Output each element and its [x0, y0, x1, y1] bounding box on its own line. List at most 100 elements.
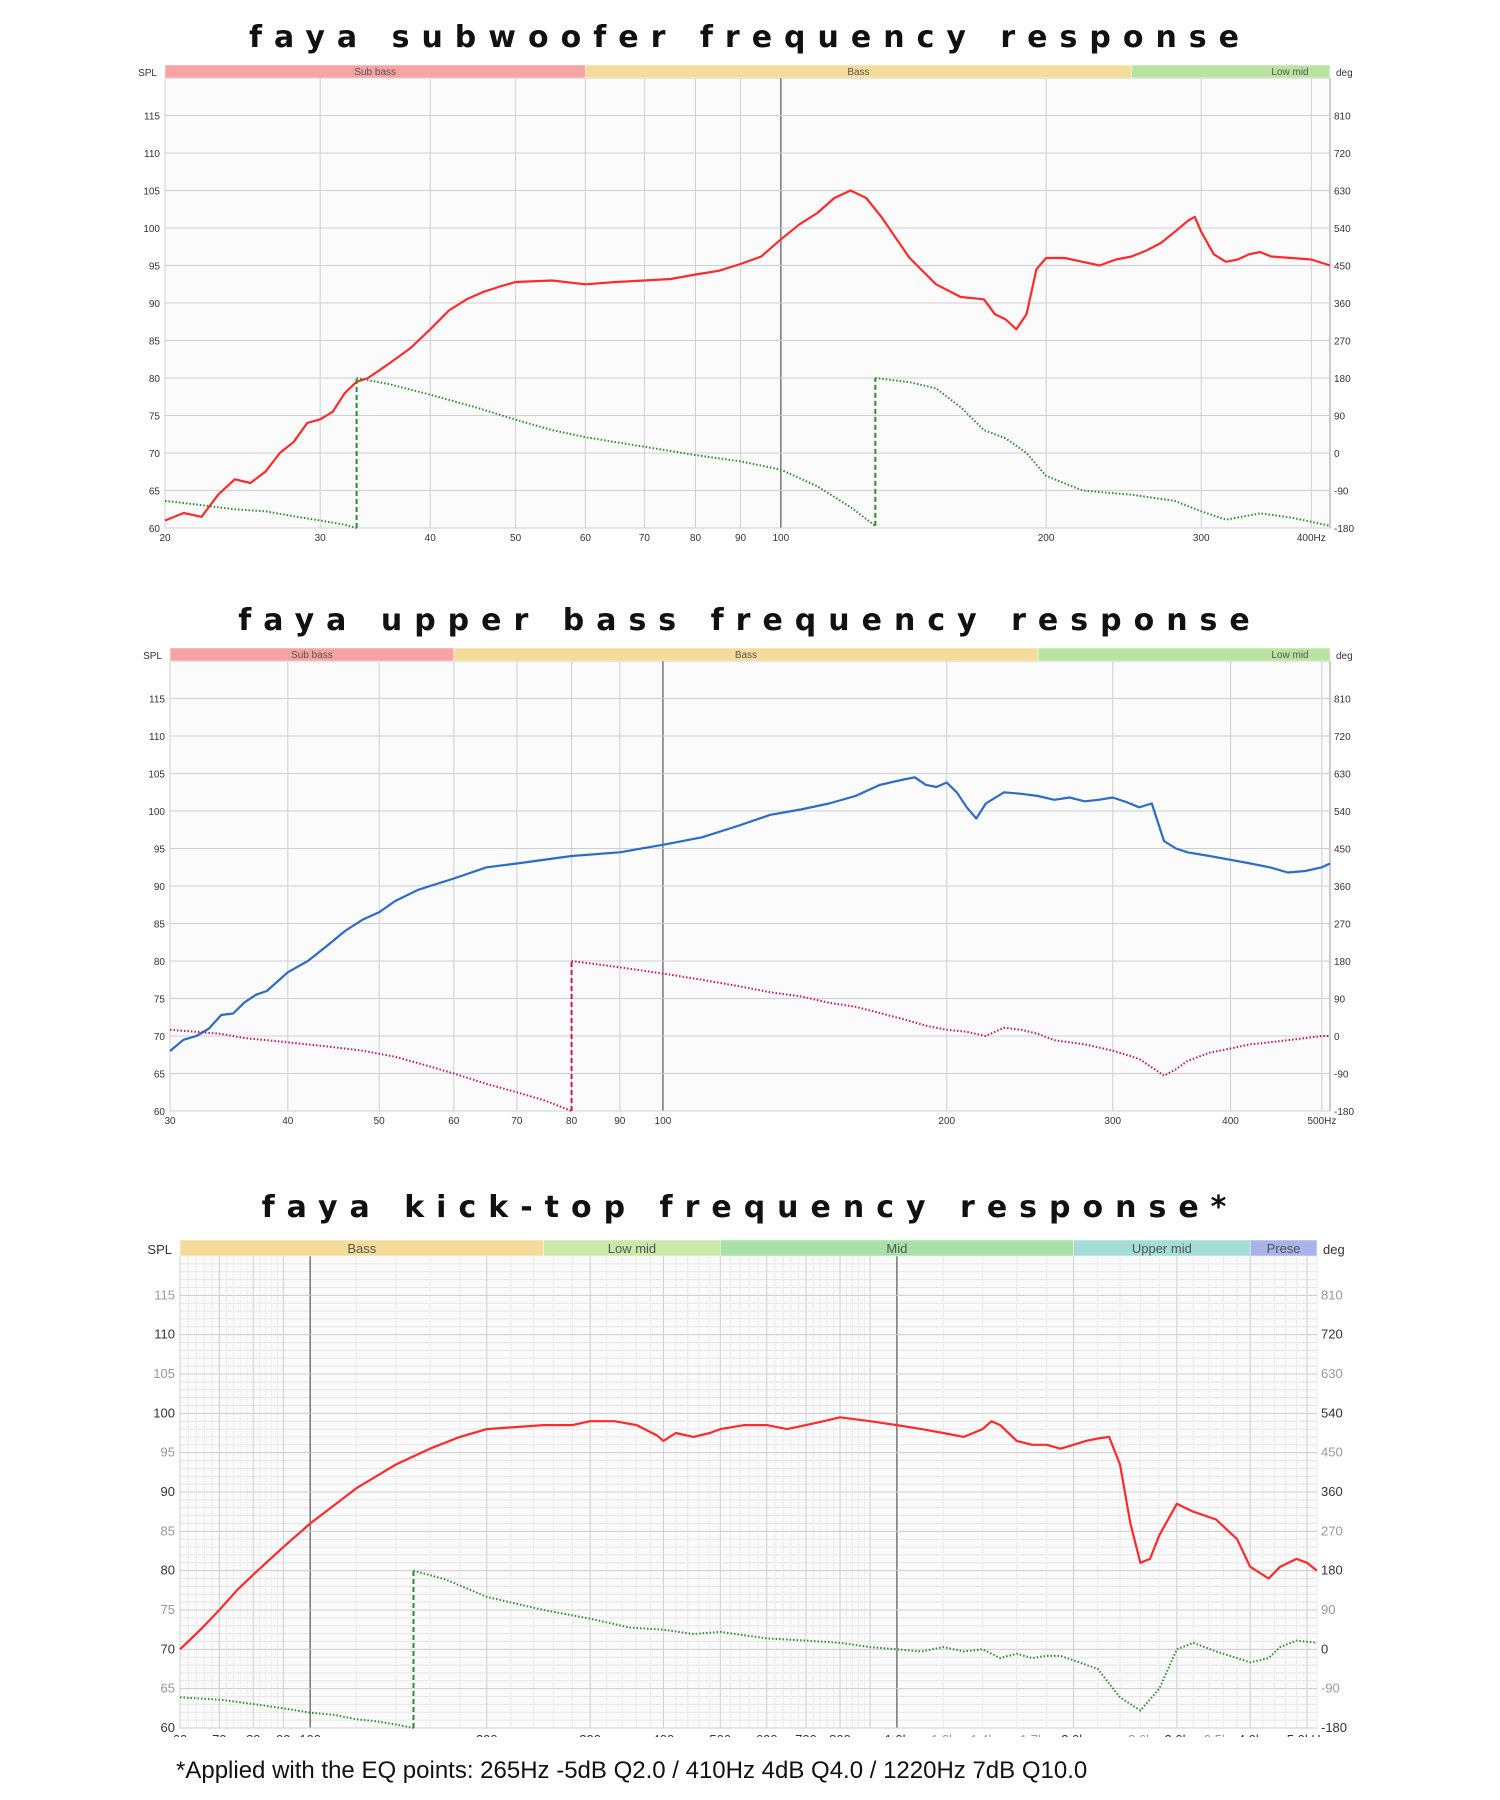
x-tick-label: 70: [511, 1116, 523, 1127]
x-tick-label: 1,4k: [970, 1732, 995, 1737]
frequency-band: [1249, 1239, 1318, 1257]
y-tick-label: 75: [154, 995, 166, 1006]
y2-tick-label: 540: [1321, 1405, 1343, 1420]
x-tick-label: 80: [246, 1732, 260, 1737]
y-tick-label: 110: [144, 149, 160, 160]
frequency-band-label: Upper mid: [1132, 1241, 1192, 1256]
y-tick-label: 95: [161, 1445, 175, 1460]
x-tick-label: 60: [580, 533, 592, 544]
y-tick-label: 70: [154, 1032, 166, 1043]
y2-tick-label: 450: [1321, 1445, 1343, 1460]
x-tick-label: 3,0k: [1165, 1732, 1190, 1737]
y2-tick-label: 810: [1334, 112, 1351, 123]
phase-curve: [571, 960, 1330, 1077]
frequency-band-label: Bass: [847, 67, 869, 78]
x-tick-label: 700: [795, 1732, 817, 1737]
x-tick-label: 300: [1193, 533, 1210, 544]
chart-3-kick-top: 60 65 70 75 80 85 90 95 100 105 110 115 -180 -90 0 90 18…: [147, 1239, 1347, 1737]
y2-tick-label: 450: [1334, 262, 1351, 273]
chart-2-title: FAYA UPPER BASS FREQUENCY RESPONSE: [238, 603, 1262, 638]
frequency-band-label: Bass: [735, 650, 757, 661]
y2-tick-label: 0: [1334, 1032, 1340, 1043]
y2-tick-label: 270: [1334, 920, 1351, 931]
y-tick-label: 65: [149, 487, 161, 498]
y-tick-label: 85: [154, 920, 166, 931]
x-tick-label: 50: [510, 533, 522, 544]
y2-tick-label: -180: [1321, 1720, 1347, 1735]
y2-tick-label: 180: [1334, 957, 1351, 968]
frequency-band-label: Low mid: [1271, 650, 1308, 661]
y2-tick-label: 360: [1334, 299, 1351, 310]
y2-tick-label: 360: [1334, 882, 1351, 893]
y2-tick-label: 810: [1334, 695, 1351, 706]
y2-tick-label: 180: [1334, 374, 1351, 385]
spl-curve: [179, 1416, 1318, 1651]
frequency-band: [1037, 647, 1331, 662]
y-tick-label: 90: [154, 882, 166, 893]
x-tick-label: 50: [374, 1116, 386, 1127]
y-tick-label: 105: [153, 1366, 175, 1381]
y-tick-label: 60: [161, 1720, 175, 1735]
y2-tick-label: 270: [1321, 1523, 1343, 1538]
spl-curve: [164, 189, 1331, 522]
x-tick-label: 100: [299, 1732, 321, 1737]
y-tick-label: 65: [161, 1681, 175, 1696]
y-tick-label: 60: [149, 524, 161, 535]
phase-curve: [413, 1569, 1318, 1712]
y-tick-label: 115: [154, 1287, 175, 1302]
chart-2-upper-bass: 60 65 70 75 80 85 90 95 100 105 110 115 -180 -90 0 90 18…: [143, 647, 1354, 1127]
x-tick-label: 100: [773, 533, 790, 544]
y-axis-label: SPL: [138, 68, 157, 79]
x-tick-label: 4,0k: [1238, 1732, 1263, 1737]
y-tick-label: 85: [161, 1523, 175, 1538]
y2-tick-label: 630: [1321, 1366, 1343, 1381]
x-tick-label: 80: [566, 1116, 578, 1127]
x-tick-label: 1,2k: [931, 1732, 956, 1737]
x-tick-label: 5,0kHz: [1287, 1732, 1327, 1737]
frequency-band-label: Sub bass: [354, 67, 396, 78]
eq-footnote: *Applied with the EQ points: 265Hz -5dB …: [176, 1757, 1088, 1784]
y-axis-label: SPL: [147, 1242, 172, 1257]
x-tick-label: 90: [276, 1732, 290, 1737]
y-tick-label: 110: [149, 732, 165, 743]
y-tick-label: 80: [149, 374, 161, 385]
y-tick-label: 85: [149, 337, 161, 348]
y-tick-label: 105: [148, 770, 165, 781]
frequency-band-label: Low mid: [608, 1241, 656, 1256]
chart-1-subwoofer: 60 65 70 75 80 85 90 95 100 105 110 115 -180 -90 0 90 18…: [138, 64, 1354, 544]
x-tick-label: 80: [690, 533, 702, 544]
y2-tick-label: 360: [1321, 1484, 1343, 1499]
chart-1-title: FAYA SUBWOOFER FREQUENCY RESPONSE: [248, 20, 1252, 55]
y2-axis-label: deg: [1336, 68, 1353, 79]
y2-tick-label: -180: [1334, 1107, 1354, 1118]
y2-axis-label: deg: [1323, 1242, 1345, 1257]
x-tick-label: 40: [425, 533, 437, 544]
y-tick-label: 95: [154, 845, 166, 856]
x-tick-label: 60: [173, 1732, 187, 1737]
frequency-band-label: Sub bass: [291, 650, 333, 661]
x-tick-label: 300: [1104, 1116, 1121, 1127]
x-tick-label: 30: [164, 1116, 176, 1127]
x-tick-label: 200: [1038, 533, 1055, 544]
frequency-band-label: Mid: [886, 1241, 907, 1256]
x-tick-label: 600: [756, 1732, 778, 1737]
frequency-band-label: Prese: [1267, 1241, 1301, 1256]
x-tick-label: 100: [655, 1116, 672, 1127]
y-axis-label: SPL: [143, 651, 162, 662]
y-tick-label: 80: [161, 1563, 175, 1578]
y2-tick-label: 720: [1321, 1327, 1343, 1342]
y2-tick-label: 630: [1334, 770, 1351, 781]
phase-curve: [164, 499, 357, 529]
y2-tick-label: 180: [1321, 1563, 1343, 1578]
y2-tick-label: -180: [1334, 524, 1354, 535]
x-tick-label: 800: [829, 1732, 851, 1737]
phase-curve: [169, 1028, 572, 1112]
x-tick-label: 400: [653, 1732, 675, 1737]
frequency-band-label: Low mid: [1271, 67, 1308, 78]
y2-tick-label: 90: [1321, 1602, 1335, 1617]
spl-curve: [169, 776, 1331, 1052]
y2-tick-label: -90: [1334, 1070, 1349, 1081]
x-tick-label: 30: [315, 533, 327, 544]
x-tick-label: 40: [282, 1116, 294, 1127]
y2-tick-label: 720: [1334, 732, 1351, 743]
